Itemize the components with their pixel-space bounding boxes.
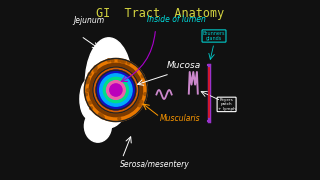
Circle shape: [121, 60, 124, 63]
Circle shape: [110, 84, 122, 96]
Circle shape: [87, 80, 90, 83]
Circle shape: [85, 81, 88, 84]
Circle shape: [88, 73, 91, 75]
Circle shape: [100, 114, 103, 117]
Circle shape: [118, 117, 121, 120]
Circle shape: [118, 59, 121, 62]
Text: Peyers
patch
+ lymph: Peyers patch + lymph: [218, 98, 236, 111]
Circle shape: [89, 101, 92, 104]
Text: Brunners
glands: Brunners glands: [203, 31, 225, 41]
Circle shape: [94, 68, 97, 70]
Circle shape: [96, 70, 136, 110]
Text: Serosa/mesentery: Serosa/mesentery: [120, 160, 190, 169]
Circle shape: [93, 67, 139, 113]
Circle shape: [123, 60, 125, 63]
Circle shape: [87, 77, 90, 80]
Circle shape: [138, 104, 141, 107]
Circle shape: [84, 58, 148, 122]
Circle shape: [100, 74, 132, 106]
Circle shape: [107, 59, 110, 62]
Circle shape: [86, 89, 89, 92]
Circle shape: [94, 66, 97, 69]
Text: Jejunum: Jejunum: [74, 16, 105, 25]
Ellipse shape: [85, 38, 132, 128]
Text: Muscularis: Muscularis: [160, 114, 201, 123]
Ellipse shape: [80, 79, 98, 119]
Circle shape: [89, 63, 142, 117]
Circle shape: [111, 59, 114, 62]
Circle shape: [144, 93, 147, 96]
Circle shape: [94, 69, 97, 72]
Circle shape: [90, 107, 92, 110]
Circle shape: [141, 75, 144, 77]
Text: GI  Tract  Anatomy: GI Tract Anatomy: [96, 7, 224, 20]
Circle shape: [84, 93, 87, 96]
Ellipse shape: [84, 110, 111, 142]
Circle shape: [107, 81, 125, 99]
Text: Mucosa: Mucosa: [167, 61, 202, 70]
Circle shape: [101, 116, 104, 119]
Circle shape: [140, 100, 143, 103]
Circle shape: [99, 113, 101, 116]
Text: Inside of lumen: Inside of lumen: [148, 15, 206, 24]
Circle shape: [103, 77, 129, 103]
Circle shape: [127, 61, 130, 64]
